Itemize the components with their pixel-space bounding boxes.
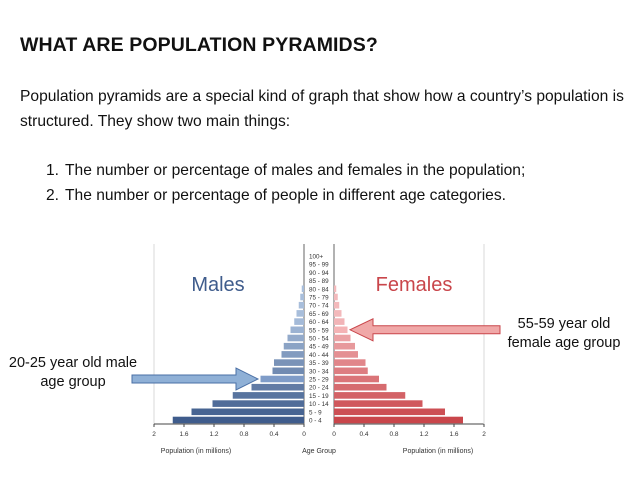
males-label: Males (191, 274, 244, 296)
female-bar (334, 400, 423, 407)
x-tick-label: 0 (302, 431, 306, 438)
male-bar (272, 367, 304, 375)
male-bar (251, 383, 304, 391)
female-bar (334, 318, 345, 325)
age-group-label: 10 - 14 (309, 401, 329, 408)
list-item: 1. The number or percentage of males and… (20, 158, 525, 183)
age-group-label: 30 - 34 (309, 368, 329, 375)
page-title: WHAT ARE POPULATION PYRAMIDS? (20, 34, 378, 56)
male-bar (301, 285, 304, 293)
age-group-label: 0 - 4 (309, 418, 322, 425)
callout-female-age-group: 55-59 year old female age group (507, 316, 621, 351)
age-group-label: 20 - 24 (309, 385, 329, 392)
x-axis-label-left: Population (in millions) (161, 448, 231, 455)
list-item: 2. The number or percentage of people in… (20, 183, 525, 208)
females-label: Females (376, 274, 453, 296)
female-bar (334, 392, 406, 399)
female-bar (334, 342, 355, 350)
female-bar (334, 383, 387, 391)
male-bar (290, 326, 304, 334)
male-bar (172, 416, 304, 424)
age-group-label: 85 - 89 (309, 278, 329, 285)
female-bar (334, 293, 338, 301)
male-bar (191, 408, 304, 416)
age-group-label: 100+ (309, 254, 324, 261)
male-bar (296, 310, 304, 317)
age-group-label: 15 - 19 (309, 393, 329, 400)
male-bar (260, 375, 304, 383)
age-group-label: 5 - 9 (309, 409, 322, 416)
x-tick-label: 1.2 (209, 431, 218, 438)
age-group-label: 50 - 54 (309, 336, 329, 343)
female-bar (334, 408, 445, 416)
female-bar (334, 416, 463, 424)
age-group-label: 55 - 59 (309, 327, 329, 334)
age-group-label: 90 - 94 (309, 270, 329, 277)
female-bar (334, 326, 348, 334)
male-bar (287, 334, 304, 342)
female-bar (334, 351, 358, 358)
x-tick-label: 0.8 (389, 431, 398, 438)
female-bar (334, 375, 379, 383)
arrow-right-icon (131, 367, 260, 391)
x-tick-label: 1.6 (179, 431, 188, 438)
x-tick-label: 0.8 (239, 431, 248, 438)
female-bar (334, 285, 337, 293)
x-tick-label: 2 (482, 431, 486, 438)
female-bar (334, 359, 366, 366)
female-bar (334, 334, 351, 342)
age-group-label: 70 - 74 (309, 303, 329, 310)
age-group-label: 35 - 39 (309, 360, 329, 367)
male-bar (232, 392, 304, 399)
male-bar (300, 293, 304, 301)
x-axis-label-right: Population (in millions) (403, 448, 473, 455)
age-group-label: 75 - 79 (309, 295, 329, 302)
age-group-label: 25 - 29 (309, 377, 329, 384)
x-tick-label: 1.2 (419, 431, 428, 438)
age-group-label: 40 - 44 (309, 352, 329, 359)
callout-male-age-group: 20-25 year old male age group (8, 355, 138, 390)
x-tick-label: 0 (332, 431, 336, 438)
x-tick-label: 0.4 (269, 431, 278, 438)
male-bar (298, 301, 304, 309)
x-tick-label: 0.4 (359, 431, 368, 438)
male-bar (281, 351, 304, 358)
male-bar (274, 359, 304, 366)
age-group-label: 95 - 99 (309, 262, 329, 269)
list-number: 1. (45, 162, 59, 179)
male-bar (212, 400, 304, 407)
list-number: 2. (45, 187, 59, 204)
x-axis-label-center: Age Group (302, 448, 336, 455)
age-group-label: 45 - 49 (309, 344, 329, 351)
male-bar (283, 342, 304, 350)
list-text: The number or percentage of males and fe… (65, 162, 526, 179)
points-list: 1. The number or percentage of males and… (20, 158, 525, 208)
female-bar (334, 310, 342, 317)
female-bar (334, 367, 368, 375)
list-text: The number or percentage of people in di… (65, 187, 506, 204)
age-group-label: 60 - 64 (309, 319, 329, 326)
male-bar (294, 318, 304, 325)
x-tick-label: 1.6 (449, 431, 458, 438)
intro-paragraph: Population pyramids are a special kind o… (20, 88, 624, 130)
arrow-left-icon (348, 318, 501, 342)
female-bar (334, 301, 340, 309)
age-group-label: 80 - 84 (309, 286, 329, 293)
age-group-label: 65 - 69 (309, 311, 329, 318)
x-tick-label: 2 (152, 431, 156, 438)
